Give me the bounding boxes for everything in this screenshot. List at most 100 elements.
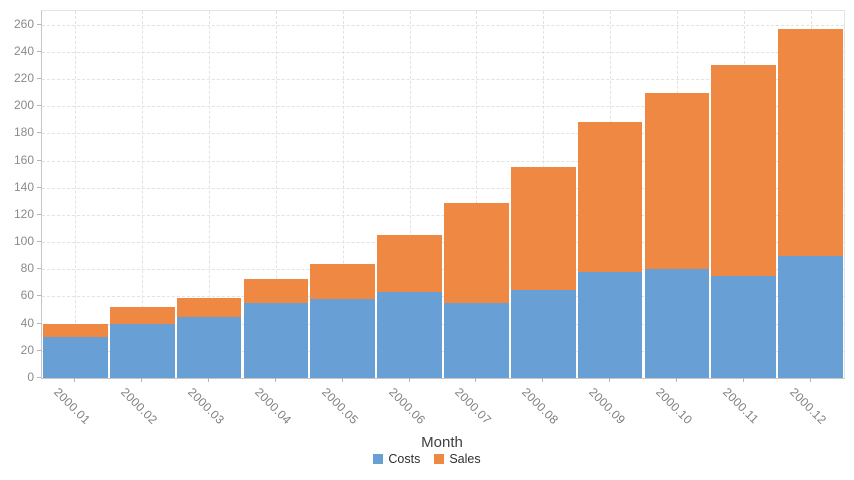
x-axis-tick [542, 378, 544, 382]
x-gridline [75, 11, 77, 378]
x-gridline [476, 11, 478, 378]
legend-item-costs[interactable]: Costs [373, 452, 420, 466]
y-gridline [42, 350, 844, 352]
legend-color-swatch [434, 454, 445, 464]
y-gridline [42, 78, 844, 80]
y-axis-tick [37, 268, 41, 270]
y-axis-tick-label: 100 [13, 234, 34, 249]
bar-segment-costs [644, 269, 710, 378]
bar-segment-sales [243, 278, 309, 304]
y-axis-tick-label: 160 [13, 152, 34, 167]
y-axis-tick [37, 349, 41, 351]
x-axis-tick-label: 2000.04 [252, 385, 295, 428]
x-gridline [409, 11, 411, 378]
x-axis-tick [609, 378, 611, 382]
x-axis-tick [74, 378, 76, 382]
x-gridline [342, 11, 344, 378]
bar-segment-sales [43, 323, 108, 338]
x-axis-tick-label: 2000.05 [318, 385, 361, 428]
bar-segment-costs [778, 255, 843, 378]
bar-segment-costs [444, 303, 509, 378]
x-axis-tick-label: 2000.07 [452, 385, 495, 428]
y-axis-tick-label: 200 [13, 98, 34, 113]
legend-color-swatch [373, 454, 384, 464]
x-axis-tick [408, 378, 410, 382]
x-axis-tick [274, 378, 276, 382]
x-axis-tick-label: 2000.12 [786, 385, 829, 428]
x-axis-tick [475, 378, 477, 382]
bar-segment-costs [711, 276, 777, 378]
y-axis-tick [37, 50, 41, 52]
y-axis-tick-label: 180 [13, 125, 34, 140]
bar-segment-costs [176, 316, 242, 378]
x-axis-tick-label: 2000.02 [118, 385, 161, 428]
legend-item-sales[interactable]: Sales [434, 452, 481, 466]
x-gridline [209, 11, 211, 378]
bar-segment-sales [577, 122, 643, 272]
y-axis-tick [37, 377, 41, 378]
bar-segment-sales [510, 167, 576, 290]
chart-legend: Costs Sales [0, 452, 854, 466]
y-axis-tick [37, 132, 41, 134]
y-gridline [42, 242, 844, 244]
x-axis-tick [208, 378, 210, 382]
y-axis-tick-label: 140 [13, 179, 34, 194]
legend-item-label: Costs [388, 452, 421, 466]
y-axis-tick-label: 60 [20, 288, 34, 303]
x-axis-tick-label: 2000.03 [185, 385, 228, 428]
y-axis-tick-label: 40 [20, 315, 34, 330]
bar-segment-costs [243, 303, 309, 378]
y-axis-tick-label: 240 [13, 43, 34, 58]
x-axis-tick-label: 2000.11 [719, 385, 762, 427]
x-axis-tick [675, 378, 677, 382]
y-axis-tick [37, 186, 41, 188]
y-gridline [42, 133, 844, 135]
x-gridline [142, 11, 144, 378]
bar-segment-sales [176, 297, 242, 317]
y-axis-tick [37, 23, 41, 25]
bar-segment-sales [310, 263, 376, 300]
bar-segment-sales [644, 92, 710, 270]
bar-segment-sales [444, 202, 509, 304]
x-axis-tick-label: 2000.06 [385, 385, 428, 428]
bar-segment-costs [377, 292, 442, 378]
bar-segment-sales [778, 28, 843, 256]
y-axis-tick [37, 159, 41, 161]
plot-area [41, 10, 845, 379]
bar-segment-costs [510, 289, 576, 378]
y-gridline [42, 269, 844, 271]
bar-segment-costs [310, 299, 376, 378]
x-axis-tick [141, 378, 143, 382]
bar-segment-sales [109, 307, 175, 324]
y-axis-tick [37, 322, 41, 324]
bar-segment-costs [109, 323, 175, 378]
bar-segment-costs [577, 271, 643, 378]
bar-segment-costs [43, 337, 108, 378]
x-axis-tick [809, 378, 811, 382]
y-gridline [42, 160, 844, 162]
y-gridline [42, 296, 844, 298]
legend-item-label: Sales [449, 452, 481, 466]
y-axis-tick [37, 213, 41, 215]
y-axis-tick [37, 105, 41, 107]
x-axis-tick [742, 378, 744, 382]
x-gridline [275, 11, 277, 378]
x-axis-tick [341, 378, 343, 382]
y-axis-tick [37, 295, 41, 297]
y-axis-tick [37, 77, 41, 79]
x-axis-tick-label: 2000.01 [51, 385, 94, 428]
y-axis-tick-label: 220 [13, 70, 34, 85]
y-gridline [42, 106, 844, 108]
bar-segment-sales [377, 235, 442, 293]
y-gridline [42, 323, 844, 325]
x-axis-tick-label: 2000.10 [653, 385, 696, 428]
y-axis-tick-label: 260 [13, 16, 34, 31]
y-axis-tick-label: 0 [27, 370, 34, 384]
y-axis-tick-label: 120 [13, 206, 34, 221]
x-axis-title: Month [421, 434, 463, 451]
y-axis-tick [37, 241, 41, 243]
bar-segment-sales [711, 65, 777, 277]
y-gridline [42, 214, 844, 216]
y-axis-tick-label: 80 [20, 261, 34, 276]
